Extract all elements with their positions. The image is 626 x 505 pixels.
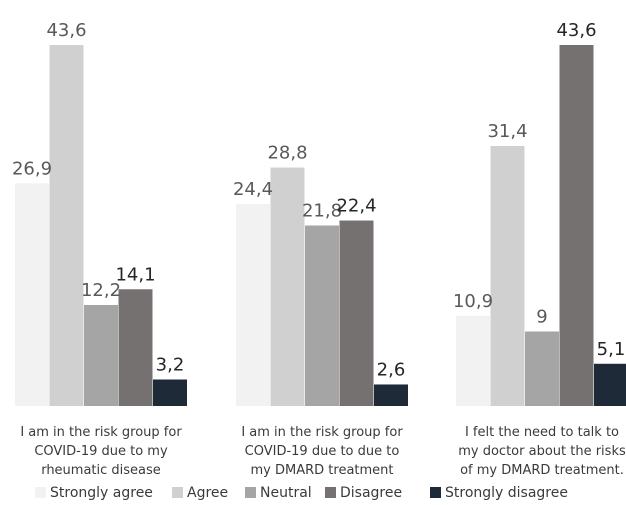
bar-agree-group-1 <box>49 45 84 406</box>
legend-item-disagree: Disagree <box>325 485 402 501</box>
category-label: I am in the risk group for <box>241 425 403 440</box>
bar-neutral-group-3 <box>525 331 559 406</box>
legend-swatch <box>172 487 183 498</box>
data-label: 31,4 <box>487 121 527 142</box>
data-label: 43,6 <box>556 20 596 41</box>
data-label: 22,4 <box>336 196 376 217</box>
data-label: 9 <box>536 306 547 327</box>
data-label: 14,1 <box>115 264 155 285</box>
bar-agree-group-3 <box>490 146 525 406</box>
bar-strongly-agree-group-2 <box>236 203 270 406</box>
bar-strongly-disagree-group-1 <box>153 379 187 406</box>
legend-item-strongly-agree: Strongly agree <box>35 485 153 501</box>
legend-label: Agree <box>187 485 228 501</box>
category-label: COVID-19 due to due to <box>245 444 400 459</box>
data-label: 5,1 <box>597 339 626 360</box>
data-label: 3,2 <box>156 355 185 376</box>
category-label: COVID-19 due to my <box>34 444 168 459</box>
data-label: 43,6 <box>46 20 86 41</box>
legend-swatch <box>245 487 256 498</box>
legend-item-strongly-disagree: Strongly disagree <box>430 485 568 501</box>
legend-item-neutral: Neutral <box>245 485 312 501</box>
legend-swatch <box>35 487 46 498</box>
data-label: 24,4 <box>233 179 273 200</box>
bar-neutral-group-1 <box>84 304 118 406</box>
data-label: 26,9 <box>12 158 52 179</box>
category-label: my doctor about the risks <box>458 444 626 459</box>
data-label: 21,8 <box>302 201 342 222</box>
bar-neutral-group-2 <box>305 225 339 406</box>
bar-agree-group-2 <box>270 167 305 406</box>
category-label: of my DMARD treatment. <box>460 463 624 478</box>
category-label: rheumatic disease <box>41 463 161 478</box>
data-label: 2,6 <box>377 359 406 380</box>
bar-disagree-group-1 <box>118 289 153 406</box>
category-label: I felt the need to talk to <box>465 425 619 440</box>
data-labels-layer: 26,9 24,4 10,9 43,6 28,8 31,4 12,2 21,8 9 14,1 22,… <box>12 20 625 380</box>
data-label: 10,9 <box>453 291 493 312</box>
legend-swatch <box>430 487 441 498</box>
bar-strongly-disagree-group-3 <box>594 363 626 406</box>
bar-disagree-group-2 <box>339 220 374 406</box>
bar-disagree-group-3 <box>559 45 594 406</box>
bar-strongly-agree-group-3 <box>456 315 490 406</box>
data-label: 12,2 <box>81 280 121 301</box>
legend: Strongly agree Agree Neutral Disagree Strong… <box>35 485 568 501</box>
legend-label: Strongly agree <box>50 485 153 501</box>
data-label: 28,8 <box>267 143 307 164</box>
legend-label: Strongly disagree <box>445 485 568 501</box>
bars-layer <box>15 45 626 406</box>
legend-label: Disagree <box>340 485 402 501</box>
legend-swatch <box>325 487 336 498</box>
legend-label: Neutral <box>260 485 312 501</box>
legend-item-agree: Agree <box>172 485 228 501</box>
category-label: I am in the risk group for <box>20 425 182 440</box>
category-labels-layer: I am in the risk group for COVID-19 due t… <box>20 425 626 478</box>
category-label: my DMARD treatment <box>251 463 394 478</box>
bar-strongly-disagree-group-2 <box>374 384 408 406</box>
bar-strongly-agree-group-1 <box>15 183 49 406</box>
